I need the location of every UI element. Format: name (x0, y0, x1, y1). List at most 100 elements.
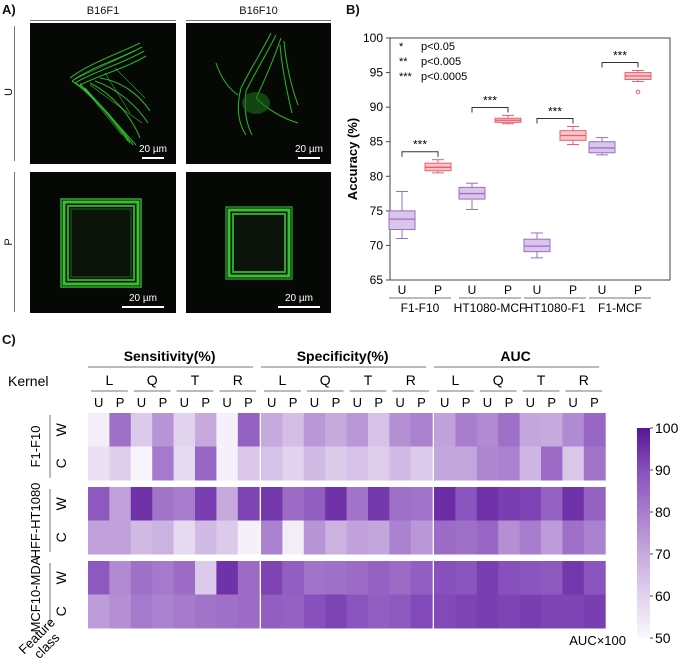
heatmap-cell (346, 520, 369, 555)
heatmap-cell (434, 561, 456, 595)
feature-class-label: U (526, 395, 535, 410)
heatmap-cell (455, 446, 478, 481)
feature-class-label: U (94, 395, 103, 410)
legend-mark: *** (399, 71, 413, 83)
heatmap-cell (368, 561, 390, 595)
heatmap-cell (434, 487, 456, 521)
heatmap-cell (152, 487, 175, 521)
significance-bracket (536, 118, 574, 124)
heatmap-cell (346, 413, 369, 447)
feature-class-label: U (483, 395, 492, 410)
feature-class-label: P (289, 395, 298, 410)
kernel-label: L (452, 372, 460, 388)
heatmap-cell (152, 520, 175, 555)
row-label: C (53, 458, 69, 468)
feature-class-label: P (462, 395, 471, 410)
y-tick-label: 80 (370, 169, 384, 183)
heatmap-cell (195, 520, 217, 555)
dataset-label: MCF10-MDA (28, 556, 43, 632)
legend-text: p<0.0005 (421, 71, 467, 83)
y-tick-label: 85 (370, 135, 384, 149)
y-tick-label: 65 (370, 273, 384, 287)
feature-class-label: P (547, 395, 556, 410)
heatmap-cell (519, 413, 542, 447)
legend-text: p<0.005 (421, 56, 461, 68)
micrograph-b16f10-p: 20 µm (186, 172, 331, 313)
heatmap-cell (368, 487, 390, 521)
feature-class-label: U (353, 395, 362, 410)
kernel-label: T (364, 372, 373, 388)
heatmap-cell (498, 487, 521, 521)
heatmap-cell (282, 413, 305, 447)
scalebar-label-2: 20 µm (295, 144, 323, 155)
heatmap-cell (476, 594, 499, 629)
micro-col-rule-1 (30, 20, 176, 21)
heatmap-cell (303, 487, 326, 521)
box-sublabel: U (468, 283, 477, 297)
heatmap-cell (519, 594, 542, 629)
heatmap-cell (109, 594, 132, 629)
heatmap-cell (562, 520, 585, 555)
heatmap-cell (130, 487, 153, 521)
heatmap-cell (173, 594, 196, 629)
heatmap-cell (325, 446, 348, 481)
heatmap-cell (216, 520, 239, 555)
group-label: HT1080-MCF (454, 301, 527, 315)
heatmap-cell (389, 446, 412, 481)
box-u-F1-F10 (388, 210, 416, 231)
feature-class-label: P (244, 395, 253, 410)
micro-col-title-1: B16F1 (86, 5, 120, 17)
heatmap-cell (173, 487, 196, 521)
heatmap-cell (455, 413, 478, 447)
box-sublabel: P (569, 283, 577, 297)
heatmap-cell (325, 594, 348, 629)
colorbar-tick-label: 90 (655, 462, 671, 478)
heatmap-cell (583, 594, 606, 629)
feature-class-title: Featureclass (16, 615, 68, 667)
micro-col-title-2: B16F10 (239, 5, 278, 17)
heatmap-cell (88, 446, 110, 481)
colorbar-tick-label: 60 (655, 588, 671, 604)
heatmap-cell (282, 487, 305, 521)
heatmap-cell (237, 446, 260, 481)
feature-class-label: U (395, 395, 404, 410)
box-sublabel: P (434, 283, 442, 297)
legend-mark: * (399, 41, 404, 53)
row-label: C (53, 606, 69, 616)
heatmap-cell (88, 594, 110, 629)
heatmap-cell (410, 446, 433, 481)
feature-class-label: P (505, 395, 514, 410)
kernel-label: L (279, 372, 287, 388)
heatmap-cell (519, 487, 542, 521)
heatmap-cell (389, 487, 412, 521)
heatmap-cell (130, 520, 153, 555)
row-label: W (53, 496, 69, 510)
feature-class-label: U (440, 395, 449, 410)
heatmap-cell (389, 594, 412, 629)
heatmap-cell (261, 520, 283, 555)
feature-class-label: P (116, 395, 125, 410)
heatmap-cell (195, 487, 217, 521)
heatmap-cell (261, 594, 283, 629)
heatmap-cell (237, 594, 260, 629)
heatmap-cell (261, 413, 283, 447)
micro-col-rule-2 (186, 20, 331, 21)
group-label: F1-MCF (598, 301, 642, 315)
scalebar-label-4: 20 µm (285, 293, 313, 304)
legend-text: p<0.05 (421, 41, 455, 53)
heatmap-cell (109, 487, 132, 521)
significance-mark: *** (548, 105, 562, 119)
micro-row-label-u: U (3, 88, 15, 96)
feature-class-label: U (568, 395, 577, 410)
feature-class-label: U (137, 395, 146, 410)
heatmap-cell (498, 594, 521, 629)
y-tick-label: 100 (363, 31, 383, 45)
panel-a-label: A) (2, 2, 16, 17)
heatmap-cell (282, 446, 305, 481)
heatmap-cell (261, 561, 283, 595)
heatmap-cell (368, 594, 390, 629)
colorbar-tick-label: 80 (655, 504, 671, 520)
heatmap-cell (216, 446, 239, 481)
heatmap-cell (88, 520, 110, 555)
kernel-label: T (191, 372, 200, 388)
